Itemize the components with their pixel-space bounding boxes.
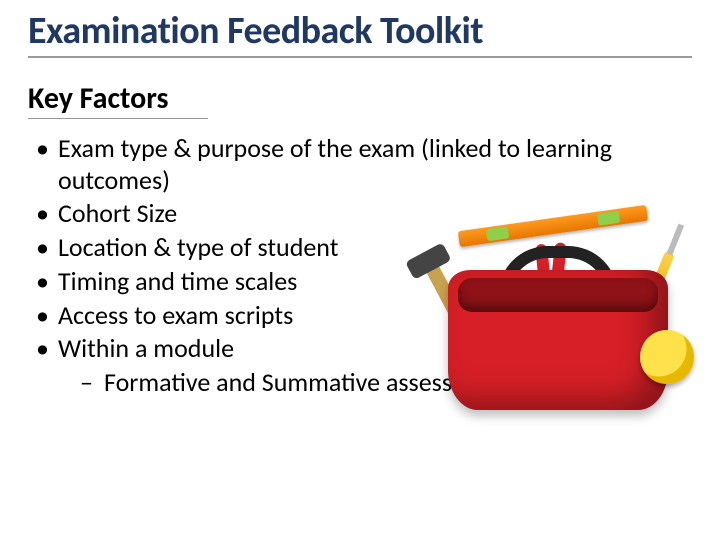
page-title: Examination Feedback Toolkit bbox=[28, 8, 692, 58]
list-item-label: Within a module bbox=[58, 332, 234, 364]
level-tool-icon bbox=[458, 205, 648, 247]
section-heading: Key Factors bbox=[28, 80, 208, 119]
tape-measure-icon bbox=[640, 330, 694, 384]
slide: Examination Feedback Toolkit Key Factors… bbox=[0, 0, 720, 540]
list-item: Exam type & purpose of the exam (linked … bbox=[34, 133, 692, 196]
toolbox-image bbox=[428, 210, 688, 420]
tool-bag-icon bbox=[448, 270, 668, 410]
